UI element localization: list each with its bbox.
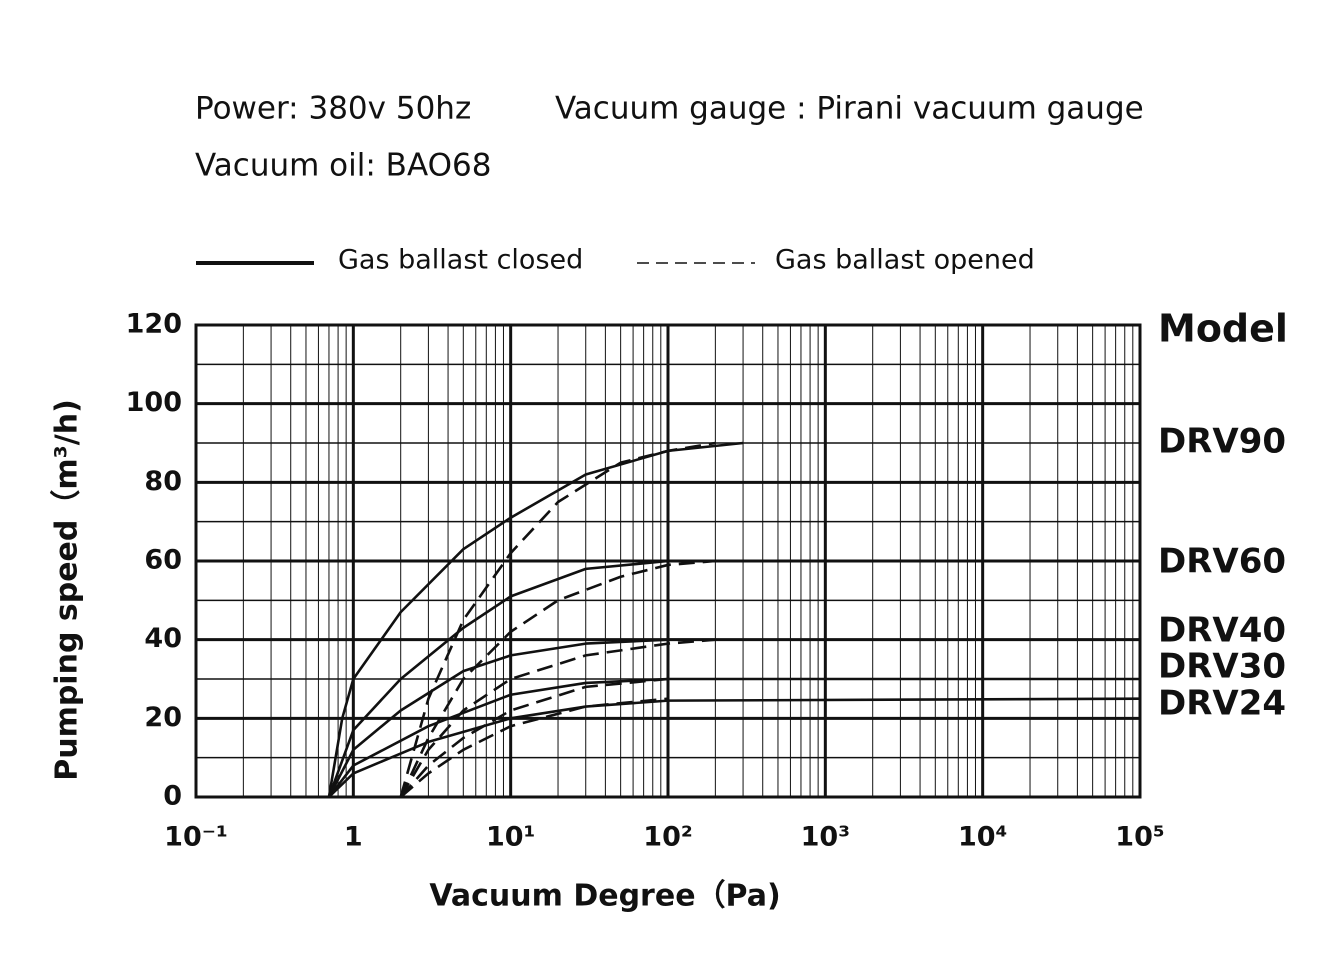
header-oil: Vacuum oil: BAO68 [195, 148, 491, 184]
x-tick-label: 10⁴ [958, 822, 1007, 853]
y-tick-label: 100 [126, 387, 182, 418]
y-tick-label: 120 [126, 309, 182, 340]
plot-frame [194, 323, 1142, 799]
solid-curve [327, 441, 744, 798]
dashed-curve [399, 559, 716, 798]
x-tick-label: 10¹ [486, 822, 535, 853]
y-tick-label: 20 [144, 702, 182, 733]
model-label: DRV60 [1158, 542, 1286, 582]
x-axis-label: Vacuum Degree（Pa) [429, 879, 780, 914]
x-tick-label: 10³ [801, 822, 850, 853]
dashed-curve [399, 677, 669, 798]
x-tick-label: 10² [643, 822, 692, 853]
y-tick-label: 40 [144, 623, 182, 654]
model-label: DRV40 [1158, 611, 1286, 651]
solid-curve [327, 677, 1140, 798]
model-label: DRV30 [1158, 647, 1286, 687]
model-title: Model [1158, 307, 1288, 351]
x-tick-label: 10⁵ [1115, 822, 1164, 853]
header-power: Power: 380v 50hz [195, 91, 471, 127]
model-label: DRV90 [1158, 422, 1286, 462]
solid-curve [328, 697, 1141, 798]
header-gauge: Vacuum gauge : Pirani vacuum gauge [555, 91, 1144, 127]
y-tick-label: 60 [144, 545, 182, 576]
x-tick-label: 10⁻¹ [164, 822, 228, 853]
dashed-curve [399, 638, 716, 798]
y-tick-label: 0 [163, 781, 182, 812]
y-tick-label: 80 [144, 466, 182, 497]
legend-label: Gas ballast opened [775, 245, 1035, 276]
solid-curve [327, 638, 716, 798]
x-tick-label: 1 [344, 822, 363, 853]
dashed-curve [399, 697, 669, 798]
model-label: DRV24 [1158, 684, 1286, 724]
y-axis-label: Pumping speed（m³/h) [50, 399, 85, 781]
legend-label: Gas ballast closed [338, 245, 583, 276]
solid-curve [327, 559, 716, 798]
